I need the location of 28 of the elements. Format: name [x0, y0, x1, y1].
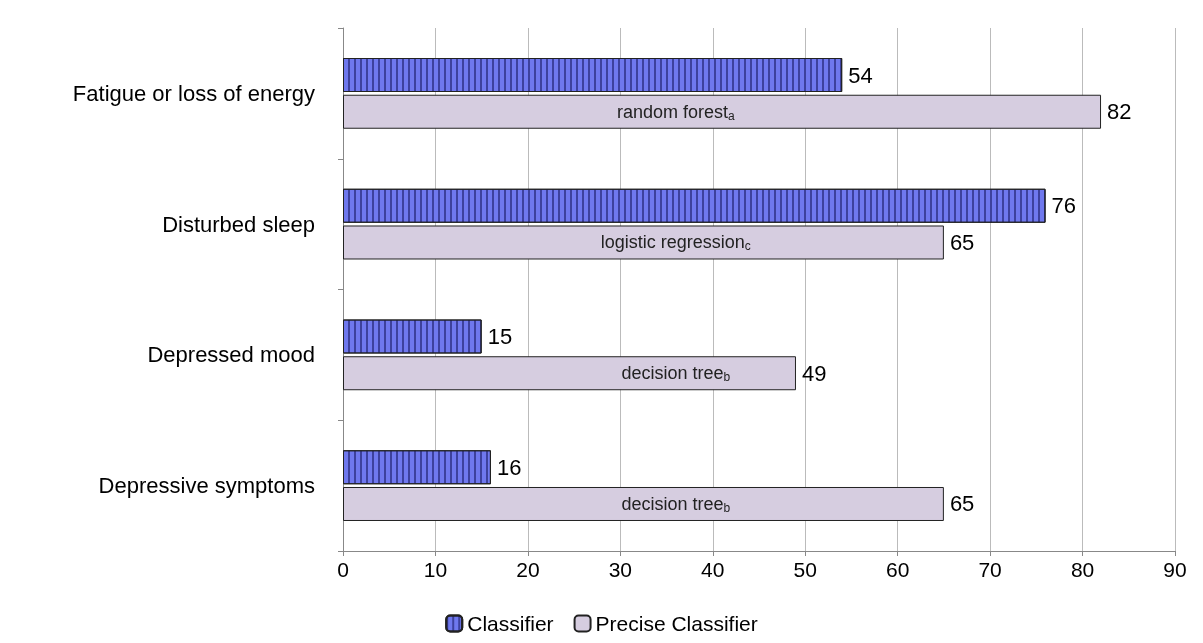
bar [343, 94, 1102, 129]
x-tick-label: 90 [1163, 558, 1187, 581]
legend-label: Classifier [467, 612, 554, 635]
x-tick-label: 80 [1070, 558, 1095, 581]
legend-label: Precise Classifier [595, 612, 758, 635]
bar [343, 225, 944, 260]
y-tick-label: Depressed mood [147, 342, 315, 368]
x-tick-label: 70 [978, 558, 1002, 581]
bar [343, 486, 944, 521]
x-tick-label: 20 [516, 558, 540, 581]
data-label: 54 [848, 62, 873, 88]
x-tick-label: 30 [608, 558, 633, 581]
data-label: 82 [1107, 99, 1132, 125]
x-tick-label: 10 [423, 558, 448, 581]
data-label: 15 [487, 324, 513, 350]
data-label: 16 [496, 454, 522, 480]
data-label: 76 [1051, 193, 1077, 219]
x-tick-label: 60 [885, 558, 910, 581]
data-label: 65 [949, 229, 975, 255]
data-label: 49 [801, 360, 827, 386]
y-tick-label: Depressive symptoms [98, 473, 315, 499]
y-tick-label: Fatigue or loss of energy [72, 80, 315, 106]
x-tick-label: 40 [701, 558, 725, 581]
y-tick-label: Disturbed sleep [162, 211, 315, 237]
data-label: 65 [949, 491, 975, 517]
x-tick-label: 0 [337, 558, 349, 581]
x-tick-label: 50 [793, 558, 817, 581]
bar [343, 356, 796, 391]
